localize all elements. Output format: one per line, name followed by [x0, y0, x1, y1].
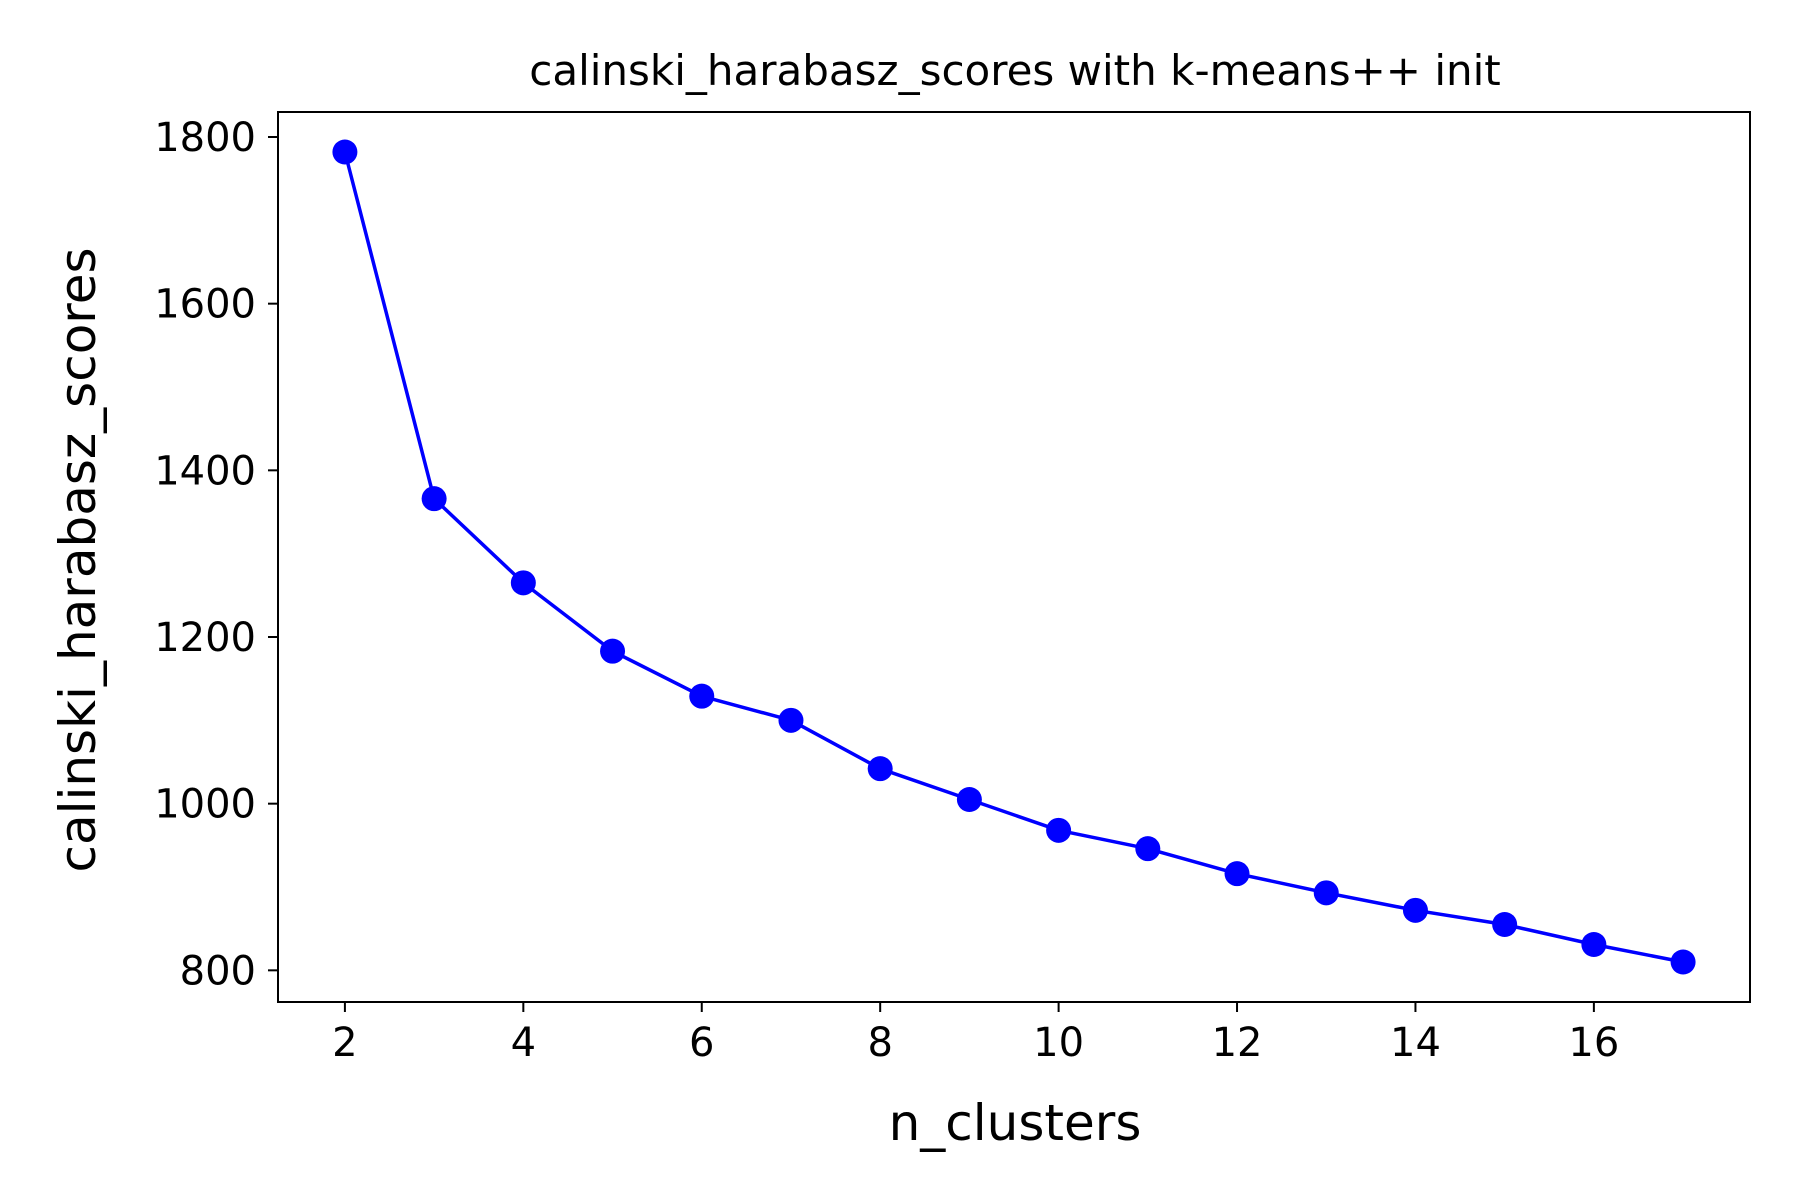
data-point — [1670, 949, 1696, 975]
y-tick-label: 1200 — [154, 615, 256, 661]
data-point — [689, 683, 715, 709]
x-tick-label: 2 — [332, 1020, 357, 1066]
data-point — [1135, 836, 1161, 862]
y-tick-label: 1600 — [154, 282, 256, 328]
y-tick-label: 1000 — [154, 782, 256, 828]
x-tick-label: 12 — [1212, 1020, 1263, 1066]
data-point — [1046, 817, 1072, 843]
series-line — [343, 151, 1684, 964]
data-point — [1402, 897, 1428, 923]
x-tick-label: 14 — [1390, 1020, 1441, 1066]
x-tick-label: 4 — [511, 1020, 536, 1066]
x-tick-label: 8 — [867, 1020, 892, 1066]
plot-area: 800 1000 1200 1400 1600 1800 2 4 6 8 10 12 14 16 — [154, 111, 1751, 1066]
data-point — [332, 139, 358, 165]
data-point — [956, 787, 982, 812]
y-tick-label: 800 — [180, 948, 256, 994]
data-point — [867, 756, 893, 782]
axes-frame — [277, 111, 1751, 1003]
x-tick-label: 16 — [1568, 1020, 1619, 1066]
data-point — [600, 638, 626, 664]
data-point — [1492, 912, 1518, 937]
x-tick-label: 10 — [1033, 1020, 1084, 1066]
data-point — [421, 486, 447, 512]
chart-title: calinski_harabasz_scores with k-means++ … — [529, 46, 1501, 95]
data-point — [510, 570, 536, 596]
data-point — [1313, 880, 1339, 906]
data-point — [778, 707, 804, 733]
y-tick-label: 1400 — [154, 448, 256, 494]
data-point — [1224, 861, 1250, 887]
data-point — [1581, 932, 1607, 957]
y-tick-label: 1800 — [154, 115, 256, 161]
x-tick-label: 6 — [689, 1020, 714, 1066]
x-axis-label: n_clusters — [889, 1094, 1142, 1152]
y-axis-label: calinski_harabasz_scores — [49, 247, 107, 872]
